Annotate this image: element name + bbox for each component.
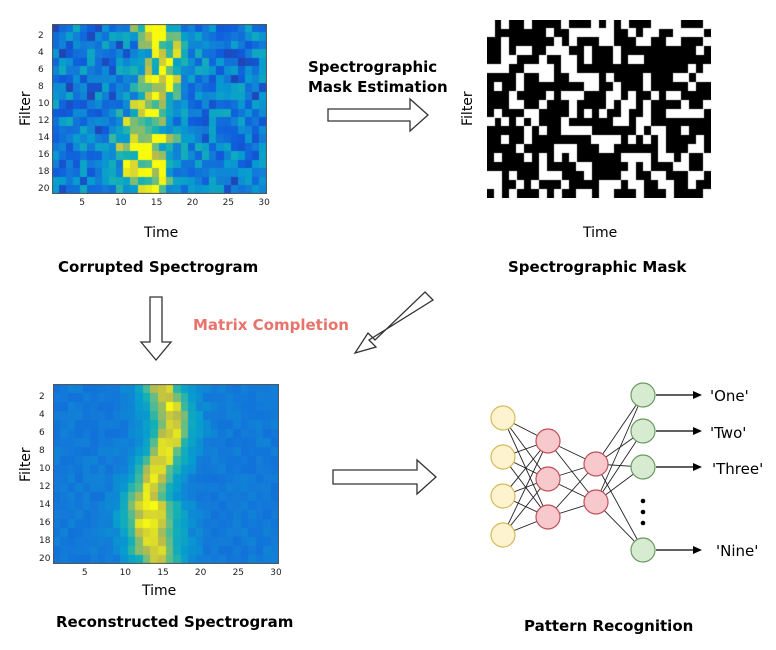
output-node [630, 537, 656, 563]
x-tick-label: 5 [81, 568, 88, 578]
spectrographic-mask-image [487, 20, 711, 198]
x-tick-label: 30 [270, 568, 282, 578]
output-label-three: 'Three' [712, 460, 764, 478]
network-edges [502, 394, 644, 551]
arrow-down-matrix-completion [139, 296, 173, 362]
input-node [490, 405, 516, 431]
hidden-node [583, 451, 609, 477]
output-arrow-head [693, 463, 702, 471]
x-tick-label: 10 [115, 198, 127, 208]
output-node [630, 454, 656, 480]
network-edge [502, 440, 549, 536]
network-edge [595, 394, 644, 465]
y-tick-label: 12 [39, 481, 51, 492]
y-tick-label: 6 [39, 427, 45, 438]
y-tick-label: 20 [38, 183, 50, 194]
ellipsis-dots [640, 498, 646, 526]
output-label-two: 'Two' [710, 424, 747, 442]
x-tick-label: 15 [150, 198, 163, 208]
y-tick-label: 4 [39, 409, 45, 420]
reconstructed-spectrogram-heatmap [53, 384, 279, 564]
mask-estimation-line1: Spectrographic [308, 58, 438, 76]
x-tick-label: 20 [194, 568, 207, 578]
network-edge [502, 417, 549, 480]
mask-estimation-line2: Mask Estimation [308, 78, 448, 96]
y-tick-label: 10 [38, 98, 50, 109]
output-label-nine: 'Nine' [716, 542, 759, 560]
y-tick-label: 16 [39, 517, 51, 528]
input-node [490, 483, 516, 509]
x-tick-label: 5 [79, 198, 85, 208]
matrix-completion-label: Matrix Completion [193, 316, 349, 334]
y-tick-label: 10 [39, 463, 51, 474]
output-node [630, 382, 656, 408]
reconstructed-xlabel: Time [142, 583, 177, 599]
network-output-arrows [656, 391, 702, 554]
y-tick-label: 18 [38, 166, 50, 177]
y-tick-label: 20 [39, 553, 51, 564]
y-tick-label: 18 [39, 535, 51, 546]
x-tick-label: 30 [258, 198, 270, 208]
output-arrow-head [693, 391, 702, 399]
y-tick-label: 6 [38, 64, 44, 75]
mask-caption: Spectrographic Mask [508, 258, 687, 276]
y-tick-label: 4 [38, 47, 44, 58]
input-node [490, 522, 516, 548]
x-tick-label: 25 [232, 568, 245, 578]
y-tick-label: 16 [38, 149, 50, 160]
x-tick-label: 15 [157, 568, 169, 578]
arrow-from-mask-diagonal [353, 291, 435, 355]
reconstructed-caption: Reconstructed Spectrogram [56, 613, 294, 631]
network-edge [595, 463, 644, 551]
hidden-node [535, 428, 561, 454]
x-tick-label: 20 [186, 198, 199, 208]
output-label-one: 'One' [710, 387, 749, 405]
y-tick-label: 2 [39, 391, 45, 402]
y-tick-label: 14 [39, 499, 51, 510]
y-tick-label: 12 [38, 115, 50, 126]
hidden-node [535, 466, 561, 492]
corrupted-spectrogram-heatmap [52, 24, 267, 194]
network-edge [595, 394, 644, 503]
x-tick-label: 10 [119, 568, 132, 578]
y-tick-label: 8 [39, 445, 45, 456]
pattern-recognition-caption: Pattern Recognition [524, 617, 694, 635]
output-arrow-head [693, 546, 702, 554]
hidden-node [583, 489, 609, 515]
y-tick-label: 14 [38, 132, 50, 143]
output-arrow-head [693, 427, 702, 435]
hidden-node [535, 504, 561, 530]
corrupted-caption: Corrupted Spectrogram [58, 258, 259, 276]
arrow-to-pattern-recognition [332, 458, 437, 496]
output-node [630, 418, 656, 444]
input-node [490, 444, 516, 470]
y-tick-label: 8 [38, 81, 44, 92]
x-tick-label: 25 [222, 198, 235, 208]
arrow-to-mask [327, 97, 429, 133]
network-nodes [490, 382, 656, 563]
corrupted-xlabel: Time [144, 225, 179, 241]
y-tick-label: 2 [38, 30, 44, 41]
mask-xlabel: Time [583, 225, 618, 241]
network-edge [595, 430, 644, 503]
